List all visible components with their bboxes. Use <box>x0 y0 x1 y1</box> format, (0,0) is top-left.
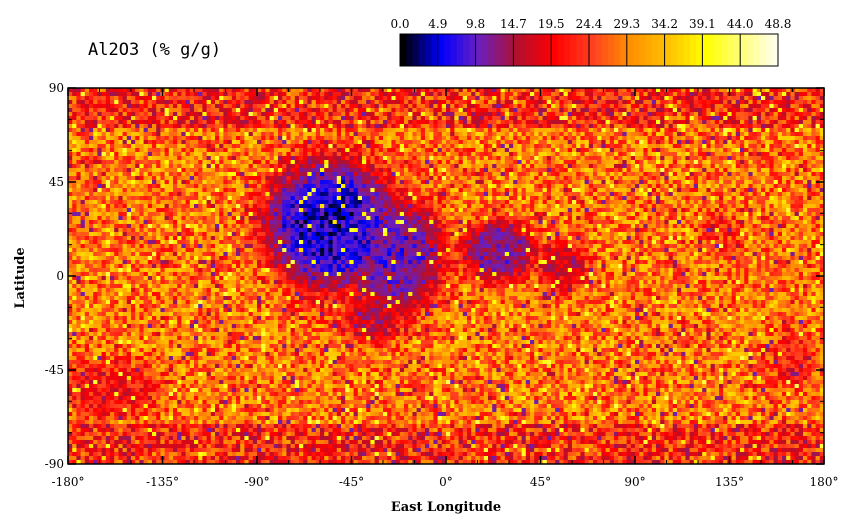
colorbar-swatch <box>488 34 496 66</box>
colorbar-swatch <box>406 34 414 66</box>
colorbar-tick-label: 24.4 <box>576 17 603 31</box>
y-axis-ticks: 90 45 0 -45 -90 <box>45 81 824 471</box>
y-tick-label: 45 <box>49 175 64 189</box>
colorbar-swatch <box>702 34 710 66</box>
colorbar-swatch <box>551 34 559 66</box>
colorbar-swatch <box>400 34 407 66</box>
x-tick-label: -45° <box>339 475 364 489</box>
colorbar-swatch <box>620 34 628 66</box>
colorbar-tick-label: 0.0 <box>390 17 409 31</box>
x-tick-label: 45° <box>530 475 551 489</box>
colorbar-swatch <box>519 34 527 66</box>
colorbar-swatch <box>683 34 691 66</box>
colorbar-swatch <box>708 34 716 66</box>
colorbar-tick-label: 34.2 <box>651 17 678 31</box>
colorbar-swatch <box>589 34 596 66</box>
colorbar-swatch <box>715 34 722 66</box>
colorbar-swatch <box>444 34 451 66</box>
colorbar-swatch <box>570 34 577 66</box>
colorbar-swatch <box>463 34 470 66</box>
colorbar-swatch <box>614 34 622 66</box>
colorbar-swatch <box>532 34 540 66</box>
colorbar-swatch <box>658 34 666 66</box>
colorbar-swatch <box>475 34 483 66</box>
x-tick-label: -135° <box>146 475 179 489</box>
x-tick-label: 90° <box>624 475 645 489</box>
colorbar-tick-label: 48.8 <box>765 17 792 31</box>
colorbar-swatch <box>601 34 609 66</box>
colorbar-swatch <box>645 34 653 66</box>
colorbar-swatch <box>733 34 741 66</box>
colorbar-swatch <box>633 34 640 66</box>
colorbar-swatch <box>450 34 458 66</box>
colorbar-swatch <box>607 34 615 66</box>
colorbar-swatch <box>500 34 508 66</box>
colorbar-swatch <box>481 34 489 66</box>
colorbar-swatch <box>740 34 748 66</box>
colorbar: 0.0 4.9 9.8 14.7 19.5 24.4 29.3 34.2 39.1 44.0 48.… <box>390 17 791 67</box>
colorbar-swatch <box>582 34 590 66</box>
colorbar-swatch <box>696 34 703 66</box>
colorbar-swatch <box>677 34 685 66</box>
colorbar-swatch <box>538 34 546 66</box>
x-tick-label: 180° <box>810 475 839 489</box>
colorbar-swatch <box>639 34 647 66</box>
colorbar-swatch <box>456 34 464 66</box>
colorbar-swatch <box>469 34 477 66</box>
x-axis-ticks: -180° -135° -90° -45° 0° 45° 90° 135° 180° <box>52 88 839 489</box>
colorbar-tick-label: 4.9 <box>428 17 447 31</box>
colorbar-swatch <box>494 34 502 66</box>
colorbar-tick-labels: 0.0 4.9 9.8 14.7 19.5 24.4 29.3 34.2 39.1 44.0 48.… <box>390 17 791 31</box>
colorbar-swatch <box>771 34 779 66</box>
x-tick-label: -90° <box>244 475 269 489</box>
colorbar-swatch <box>765 34 773 66</box>
colorbar-swatch <box>721 34 729 66</box>
colorbar-swatch <box>544 34 552 66</box>
colorbar-swatch <box>595 34 603 66</box>
colorbar-swatch <box>412 34 420 66</box>
colorbar-tick-label: 29.3 <box>613 17 640 31</box>
colorbar-swatch <box>431 34 439 66</box>
colorbar-swatch <box>557 34 565 66</box>
colorbar-swatch <box>752 34 760 66</box>
x-tick-label: 135° <box>715 475 744 489</box>
y-tick-label: -90 <box>45 457 64 471</box>
colorbar-swatch <box>418 34 426 66</box>
colorbar-swatch <box>626 34 634 66</box>
colorbar-swatch <box>759 34 766 66</box>
y-tick-label: -45 <box>45 363 64 377</box>
colorbar-tick-label: 39.1 <box>689 17 716 31</box>
colorbar-swatch <box>727 34 735 66</box>
colorbar-frame <box>399 33 779 67</box>
colorbar-swatch <box>507 34 514 66</box>
map-title: Al2O3 (% g/g) <box>88 40 222 60</box>
colorbar-swatch <box>746 34 754 66</box>
y-tick-label: 90 <box>49 81 64 95</box>
colorbar-swatch <box>689 34 697 66</box>
heatmap-cells <box>68 88 825 465</box>
colorbar-swatch <box>576 34 584 66</box>
x-tick-label: -180° <box>52 475 85 489</box>
colorbar-tick-label: 44.0 <box>727 17 754 31</box>
colorbar-swatch <box>664 34 672 66</box>
y-axis-title: Latitude <box>13 247 28 308</box>
colorbar-swatch <box>526 34 533 66</box>
colorbar-tick-label: 14.7 <box>500 17 527 31</box>
colorbar-swatch <box>513 34 521 66</box>
colorbar-swatch <box>652 34 659 66</box>
colorbar-swatch <box>670 34 678 66</box>
x-tick-label: 0° <box>439 475 453 489</box>
colorbar-swatch <box>563 34 571 66</box>
colorbar-tick-label: 19.5 <box>538 17 565 31</box>
colorbar-tick-label: 9.8 <box>466 17 485 31</box>
colorbar-swatch <box>425 34 433 66</box>
colorbar-segments <box>399 33 779 67</box>
colorbar-swatch <box>437 34 445 66</box>
y-tick-label: 0 <box>56 269 64 283</box>
x-axis-title: East Longitude <box>391 500 501 515</box>
